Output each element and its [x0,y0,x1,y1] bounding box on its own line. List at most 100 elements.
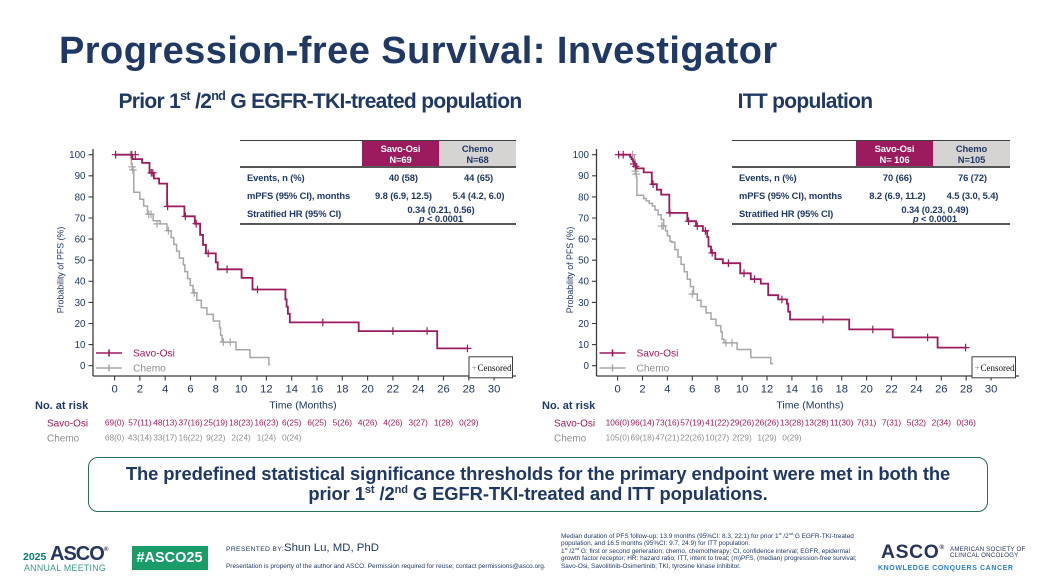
svg-text:57(11): 57(11) [128,418,152,428]
svg-text:Probability of PFS (%): Probability of PFS (%) [56,227,66,314]
svg-text:Chemo: Chemo [47,434,80,445]
svg-text:48(13): 48(13) [153,418,177,428]
svg-text:24: 24 [412,384,424,396]
svg-text:80: 80 [578,192,589,203]
svg-text:105(0): 105(0) [606,433,630,443]
svg-text:16: 16 [811,384,823,396]
svg-text:70: 70 [578,213,589,224]
svg-text:10: 10 [578,340,589,351]
svg-text:106(0): 106(0) [606,418,630,428]
svg-text:2(34): 2(34) [932,418,952,428]
svg-text:43(14): 43(14) [128,433,152,443]
svg-text:Time (Months): Time (Months) [269,400,336,412]
svg-text:69(18): 69(18) [631,433,655,443]
svg-text:20: 20 [860,384,872,396]
svg-text:Savo-Osi: Savo-Osi [637,349,679,360]
svg-text:16(22): 16(22) [179,433,203,443]
svg-text:0: 0 [80,361,86,372]
svg-text:4(26): 4(26) [383,418,403,428]
svg-text:73(16): 73(16) [655,418,679,428]
svg-text:41(22): 41(22) [705,418,729,428]
svg-text:26: 26 [437,384,449,396]
svg-text:0: 0 [111,384,117,396]
svg-text:40: 40 [75,277,86,288]
svg-text:30: 30 [578,298,589,309]
svg-text:50: 50 [578,256,589,267]
svg-text:4(26): 4(26) [358,418,378,428]
svg-text:24: 24 [910,384,922,396]
svg-text:Savo-Osi: Savo-Osi [554,419,595,430]
svg-text:26(26): 26(26) [755,418,779,428]
svg-text:2: 2 [137,384,143,396]
svg-text:Savo-Osi: Savo-Osi [47,419,88,430]
svg-text:5(32): 5(32) [907,418,927,428]
svg-text:20: 20 [578,319,589,330]
svg-text:0(29): 0(29) [782,433,802,443]
svg-text:90: 90 [578,171,589,182]
svg-text:20: 20 [361,384,373,396]
svg-text:Censored: Censored [478,363,512,373]
svg-text:+: + [975,364,980,374]
svg-text:0(36): 0(36) [957,418,977,428]
svg-text:18: 18 [336,384,348,396]
svg-text:16(23): 16(23) [254,418,278,428]
svg-text:10: 10 [736,384,748,396]
svg-text:8: 8 [714,384,720,396]
svg-text:Chemo: Chemo [133,364,166,375]
svg-text:0: 0 [584,361,590,372]
svg-text:33(17): 33(17) [153,433,177,443]
svg-text:18: 18 [835,384,847,396]
svg-text:0(24): 0(24) [282,433,302,443]
svg-text:26: 26 [935,384,947,396]
svg-text:12: 12 [761,384,773,396]
svg-text:10: 10 [75,340,86,351]
svg-text:Savo-Osi: Savo-Osi [133,349,175,360]
svg-text:100: 100 [573,150,590,161]
svg-text:1(29): 1(29) [757,433,777,443]
svg-text:Censored: Censored [981,363,1015,373]
svg-text:Chemo: Chemo [637,364,670,375]
svg-text:100: 100 [69,150,86,161]
svg-text:8: 8 [213,384,219,396]
svg-text:80: 80 [75,192,86,203]
svg-text:28: 28 [463,384,475,396]
svg-text:11(30): 11(30) [830,418,854,428]
svg-text:47(21): 47(21) [655,433,679,443]
svg-text:22: 22 [885,384,897,396]
svg-text:29(26): 29(26) [730,418,754,428]
svg-text:14: 14 [786,384,798,396]
svg-text:69(0): 69(0) [105,418,125,428]
svg-text:12: 12 [260,384,272,396]
svg-text:6: 6 [187,384,193,396]
svg-text:9(22): 9(22) [206,433,226,443]
svg-text:4: 4 [162,384,168,396]
svg-text:28: 28 [960,384,972,396]
svg-text:50: 50 [75,256,86,267]
svg-text:25(19): 25(19) [204,418,228,428]
svg-text:No. at risk: No. at risk [35,400,89,412]
svg-text:10: 10 [235,384,247,396]
svg-text:22: 22 [387,384,399,396]
svg-text:1(28): 1(28) [434,418,454,428]
svg-text:3(27): 3(27) [409,418,429,428]
svg-text:+: + [472,364,477,374]
svg-text:90: 90 [75,171,86,182]
svg-text:30: 30 [985,384,997,396]
svg-text:60: 60 [75,235,86,246]
svg-text:0: 0 [614,384,620,396]
svg-text:Time (Months): Time (Months) [776,400,843,412]
svg-text:37(16): 37(16) [179,418,203,428]
svg-text:60: 60 [578,235,589,246]
svg-text:68(0): 68(0) [105,433,125,443]
svg-text:30: 30 [488,384,500,396]
svg-text:13(28): 13(28) [805,418,829,428]
svg-text:30: 30 [75,298,86,309]
svg-text:96(14): 96(14) [631,418,655,428]
svg-text:6(25): 6(25) [307,418,327,428]
svg-text:22(26): 22(26) [680,433,704,443]
svg-text:7(31): 7(31) [857,418,877,428]
svg-text:2(24): 2(24) [231,433,251,443]
svg-text:10(27): 10(27) [705,433,729,443]
svg-text:70: 70 [75,213,86,224]
svg-text:2: 2 [639,384,645,396]
